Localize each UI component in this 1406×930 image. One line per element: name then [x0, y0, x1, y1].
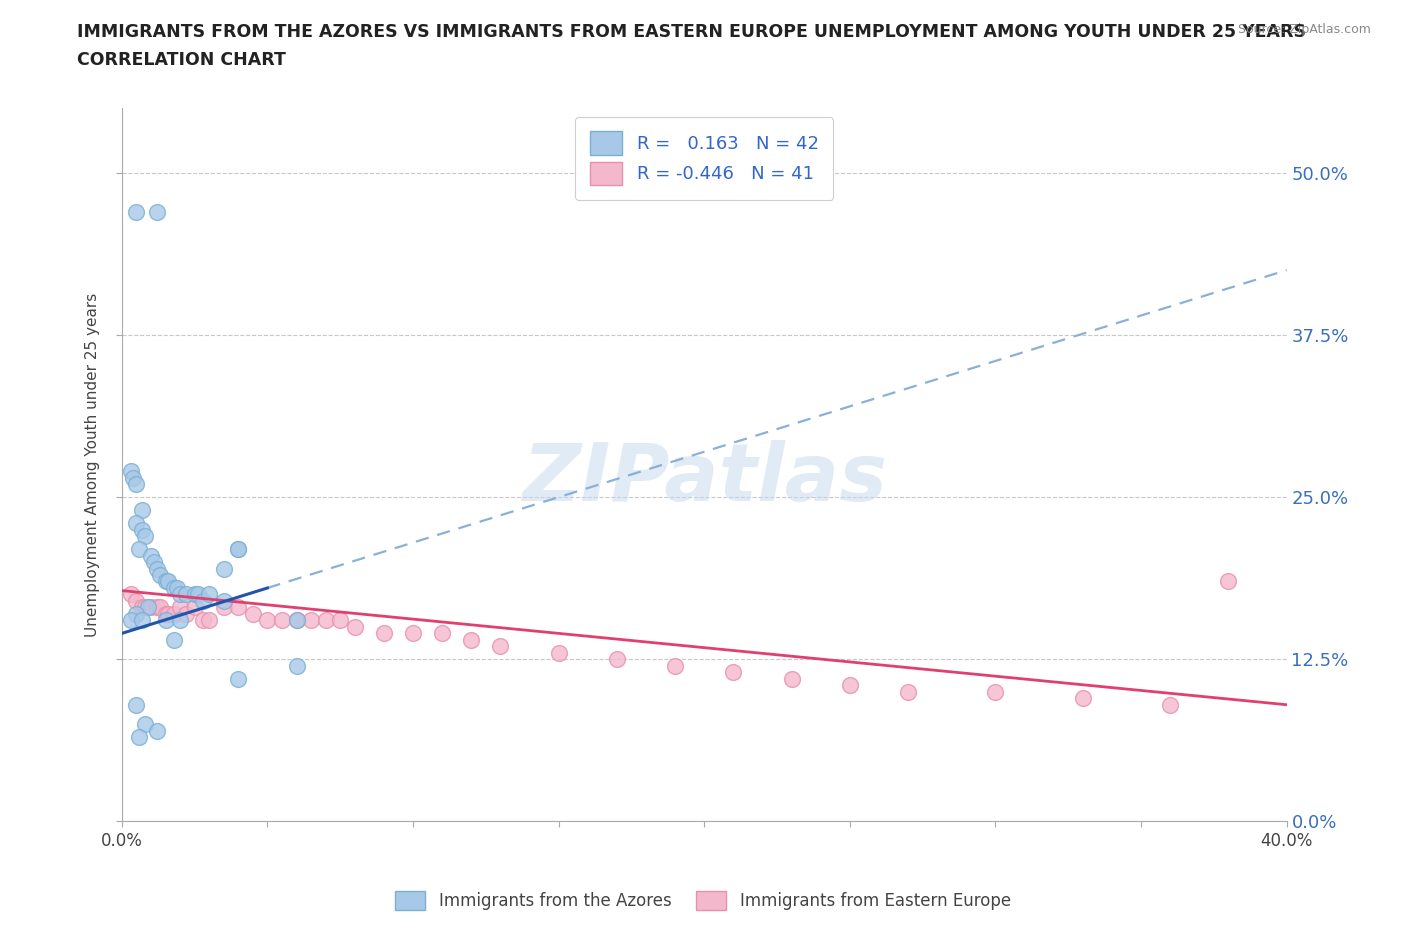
Point	[198, 587, 221, 602]
Point	[343, 619, 366, 634]
Point	[838, 678, 860, 693]
Point	[186, 587, 208, 602]
Point	[169, 587, 191, 602]
Point	[120, 464, 142, 479]
Point	[136, 600, 159, 615]
Point	[212, 561, 235, 576]
Y-axis label: Unemployment Among Youth under 25 years: Unemployment Among Youth under 25 years	[86, 293, 100, 637]
Point	[226, 541, 249, 556]
Point	[134, 528, 156, 543]
Point	[146, 600, 169, 615]
Point	[120, 613, 142, 628]
Point	[299, 613, 322, 628]
Point	[1071, 691, 1094, 706]
Point	[125, 477, 148, 492]
Point	[780, 671, 803, 686]
Point	[226, 600, 249, 615]
Point	[329, 613, 352, 628]
Point	[402, 626, 425, 641]
Point	[134, 600, 156, 615]
Point	[285, 613, 308, 628]
Point	[430, 626, 453, 641]
Point	[256, 613, 278, 628]
Point	[122, 471, 145, 485]
Point	[664, 658, 686, 673]
Point	[897, 684, 920, 699]
Legend: Immigrants from the Azores, Immigrants from Eastern Europe: Immigrants from the Azores, Immigrants f…	[388, 884, 1018, 917]
Point	[155, 606, 177, 621]
Point	[174, 587, 197, 602]
Point	[226, 671, 249, 686]
Point	[198, 613, 221, 628]
Point	[128, 541, 150, 556]
Point	[271, 613, 294, 628]
Point	[125, 205, 148, 219]
Point	[163, 632, 186, 647]
Point	[157, 606, 180, 621]
Point	[212, 600, 235, 615]
Point	[131, 600, 153, 615]
Point	[723, 665, 745, 680]
Point	[285, 658, 308, 673]
Point	[285, 613, 308, 628]
Point	[1218, 574, 1240, 589]
Point	[163, 606, 186, 621]
Point	[489, 639, 512, 654]
Point	[131, 503, 153, 518]
Point	[174, 606, 197, 621]
Point	[139, 600, 162, 615]
Point	[547, 645, 569, 660]
Point	[125, 698, 148, 712]
Point	[212, 593, 235, 608]
Point	[226, 541, 249, 556]
Point	[163, 580, 186, 595]
Point	[142, 554, 165, 569]
Text: Source: ZipAtlas.com: Source: ZipAtlas.com	[1237, 23, 1371, 36]
Text: CORRELATION CHART: CORRELATION CHART	[77, 51, 287, 69]
Point	[1159, 698, 1181, 712]
Point	[193, 613, 215, 628]
Point	[169, 600, 191, 615]
Point	[134, 717, 156, 732]
Point	[460, 632, 482, 647]
Point	[155, 613, 177, 628]
Point	[131, 613, 153, 628]
Point	[155, 574, 177, 589]
Point	[125, 606, 148, 621]
Point	[183, 600, 205, 615]
Point	[120, 587, 142, 602]
Text: ZIPatlas: ZIPatlas	[522, 440, 887, 518]
Point	[315, 613, 337, 628]
Point	[139, 548, 162, 563]
Point	[149, 567, 172, 582]
Point	[183, 587, 205, 602]
Point	[157, 574, 180, 589]
Point	[146, 724, 169, 738]
Point	[149, 600, 172, 615]
Point	[128, 730, 150, 745]
Point	[131, 522, 153, 537]
Legend: R =   0.163   N = 42, R = -0.446   N = 41: R = 0.163 N = 42, R = -0.446 N = 41	[575, 117, 834, 200]
Point	[125, 593, 148, 608]
Point	[984, 684, 1007, 699]
Point	[169, 613, 191, 628]
Point	[193, 593, 215, 608]
Point	[166, 580, 188, 595]
Point	[146, 205, 169, 219]
Text: IMMIGRANTS FROM THE AZORES VS IMMIGRANTS FROM EASTERN EUROPE UNEMPLOYMENT AMONG : IMMIGRANTS FROM THE AZORES VS IMMIGRANTS…	[77, 23, 1306, 41]
Point	[125, 515, 148, 530]
Point	[146, 561, 169, 576]
Point	[242, 606, 264, 621]
Point	[606, 652, 628, 667]
Point	[373, 626, 395, 641]
